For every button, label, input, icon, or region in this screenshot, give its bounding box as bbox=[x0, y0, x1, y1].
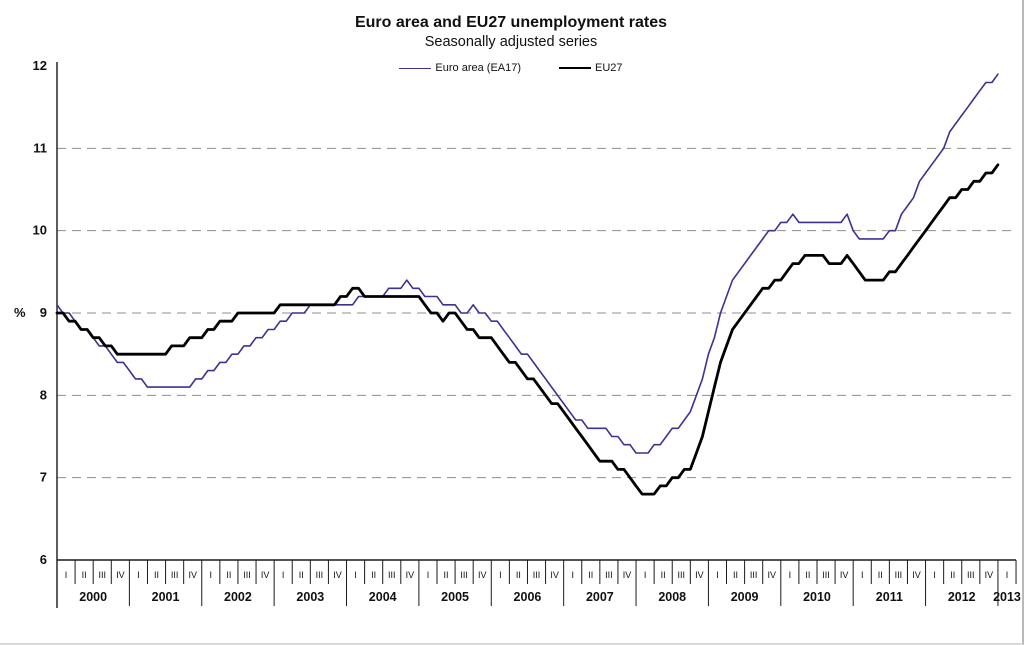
quarter-label: IV bbox=[985, 570, 994, 580]
year-label-2000: 2000 bbox=[79, 590, 107, 604]
quarter-label: II bbox=[733, 570, 738, 580]
quarter-label: I bbox=[137, 570, 140, 580]
year-label-2012: 2012 bbox=[948, 590, 976, 604]
quarter-label: I bbox=[933, 570, 936, 580]
quarter-label: IV bbox=[406, 570, 415, 580]
quarter-label: III bbox=[678, 570, 686, 580]
y-tick-label-10: 10 bbox=[33, 223, 47, 238]
quarter-label: I bbox=[789, 570, 792, 580]
quarter-label: III bbox=[605, 570, 613, 580]
quarter-label: IV bbox=[116, 570, 125, 580]
y-axis-title: % bbox=[14, 305, 26, 320]
year-label-2011: 2011 bbox=[876, 590, 903, 604]
quarter-label: III bbox=[388, 570, 396, 580]
quarter-label: IV bbox=[623, 570, 632, 580]
legend-line-sample-ea17 bbox=[399, 67, 432, 69]
year-label-2013: 2013 bbox=[993, 590, 1021, 604]
quarter-label: IV bbox=[478, 570, 487, 580]
quarter-label: I bbox=[499, 570, 502, 580]
quarter-label: IV bbox=[333, 570, 342, 580]
quarter-label: II bbox=[299, 570, 304, 580]
quarter-label: I bbox=[571, 570, 574, 580]
quarter-label: IV bbox=[261, 570, 270, 580]
y-tick-label-6: 6 bbox=[40, 552, 47, 567]
quarter-label: III bbox=[822, 570, 830, 580]
quarter-label: IV bbox=[695, 570, 704, 580]
y-tick-label-8: 8 bbox=[40, 387, 47, 402]
quarter-label: IV bbox=[550, 570, 559, 580]
quarter-label: IV bbox=[840, 570, 849, 580]
quarter-label: II bbox=[516, 570, 521, 580]
quarter-label: III bbox=[98, 570, 106, 580]
legend-item-ea17: Euro area (EA17) bbox=[399, 62, 521, 74]
year-label-2004: 2004 bbox=[369, 590, 397, 604]
quarter-label: I bbox=[210, 570, 213, 580]
year-label-2006: 2006 bbox=[514, 590, 542, 604]
quarter-label: III bbox=[171, 570, 179, 580]
quarter-label: II bbox=[226, 570, 231, 580]
y-tick-label-7: 7 bbox=[40, 470, 47, 485]
quarter-label: II bbox=[444, 570, 449, 580]
quarter-label: II bbox=[588, 570, 593, 580]
quarter-label: III bbox=[460, 570, 468, 580]
quarter-label: III bbox=[750, 570, 758, 580]
year-label-2002: 2002 bbox=[224, 590, 252, 604]
year-label-2010: 2010 bbox=[803, 590, 831, 604]
quarter-label: I bbox=[861, 570, 864, 580]
chart-legend: Euro area (EA17) EU27 bbox=[0, 62, 1022, 74]
quarter-label: II bbox=[661, 570, 666, 580]
year-label-2003: 2003 bbox=[296, 590, 324, 604]
quarter-label: III bbox=[895, 570, 903, 580]
quarter-label: IV bbox=[188, 570, 197, 580]
legend-line-sample-eu27 bbox=[559, 67, 592, 69]
quarter-label: II bbox=[878, 570, 883, 580]
year-label-2008: 2008 bbox=[658, 590, 686, 604]
year-label-2005: 2005 bbox=[441, 590, 469, 604]
series-line-eu27 bbox=[55, 163, 1000, 496]
legend-item-eu27: EU27 bbox=[559, 62, 623, 74]
year-label-2009: 2009 bbox=[731, 590, 759, 604]
quarter-label: I bbox=[644, 570, 647, 580]
quarter-label: III bbox=[967, 570, 975, 580]
quarter-label: II bbox=[805, 570, 810, 580]
series-line-ea17 bbox=[56, 73, 999, 454]
quarter-label: I bbox=[427, 570, 430, 580]
quarter-label: I bbox=[716, 570, 719, 580]
chart-title: Euro area and EU27 unemployment rates bbox=[354, 14, 668, 31]
quarter-label: III bbox=[243, 570, 251, 580]
quarter-label: I bbox=[65, 570, 68, 580]
quarter-label: II bbox=[950, 570, 955, 580]
quarter-label: III bbox=[316, 570, 324, 580]
quarter-label: II bbox=[371, 570, 376, 580]
year-label-2007: 2007 bbox=[586, 590, 614, 604]
quarter-label: IV bbox=[767, 570, 776, 580]
year-label-2001: 2001 bbox=[152, 590, 180, 604]
quarter-label: I bbox=[1006, 570, 1009, 580]
y-tick-label-9: 9 bbox=[40, 305, 47, 320]
y-tick-label-12: 12 bbox=[33, 58, 47, 73]
quarter-label: III bbox=[533, 570, 541, 580]
legend-label-eu27: EU27 bbox=[595, 62, 623, 74]
y-tick-label-11: 11 bbox=[33, 140, 47, 155]
chart-subtitle: Seasonally adjusted series bbox=[424, 34, 598, 50]
quarter-label: II bbox=[82, 570, 87, 580]
quarter-label: IV bbox=[912, 570, 921, 580]
quarter-label: I bbox=[354, 570, 357, 580]
quarter-label: I bbox=[282, 570, 285, 580]
quarter-label: II bbox=[154, 570, 159, 580]
legend-label-ea17: Euro area (EA17) bbox=[435, 62, 522, 74]
